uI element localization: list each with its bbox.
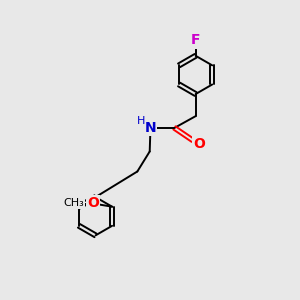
Text: O: O [193, 137, 205, 151]
Text: O: O [87, 196, 99, 210]
Text: CH₃: CH₃ [63, 198, 84, 208]
Text: F: F [191, 34, 200, 47]
Text: H: H [137, 116, 146, 126]
Text: N: N [145, 121, 156, 135]
